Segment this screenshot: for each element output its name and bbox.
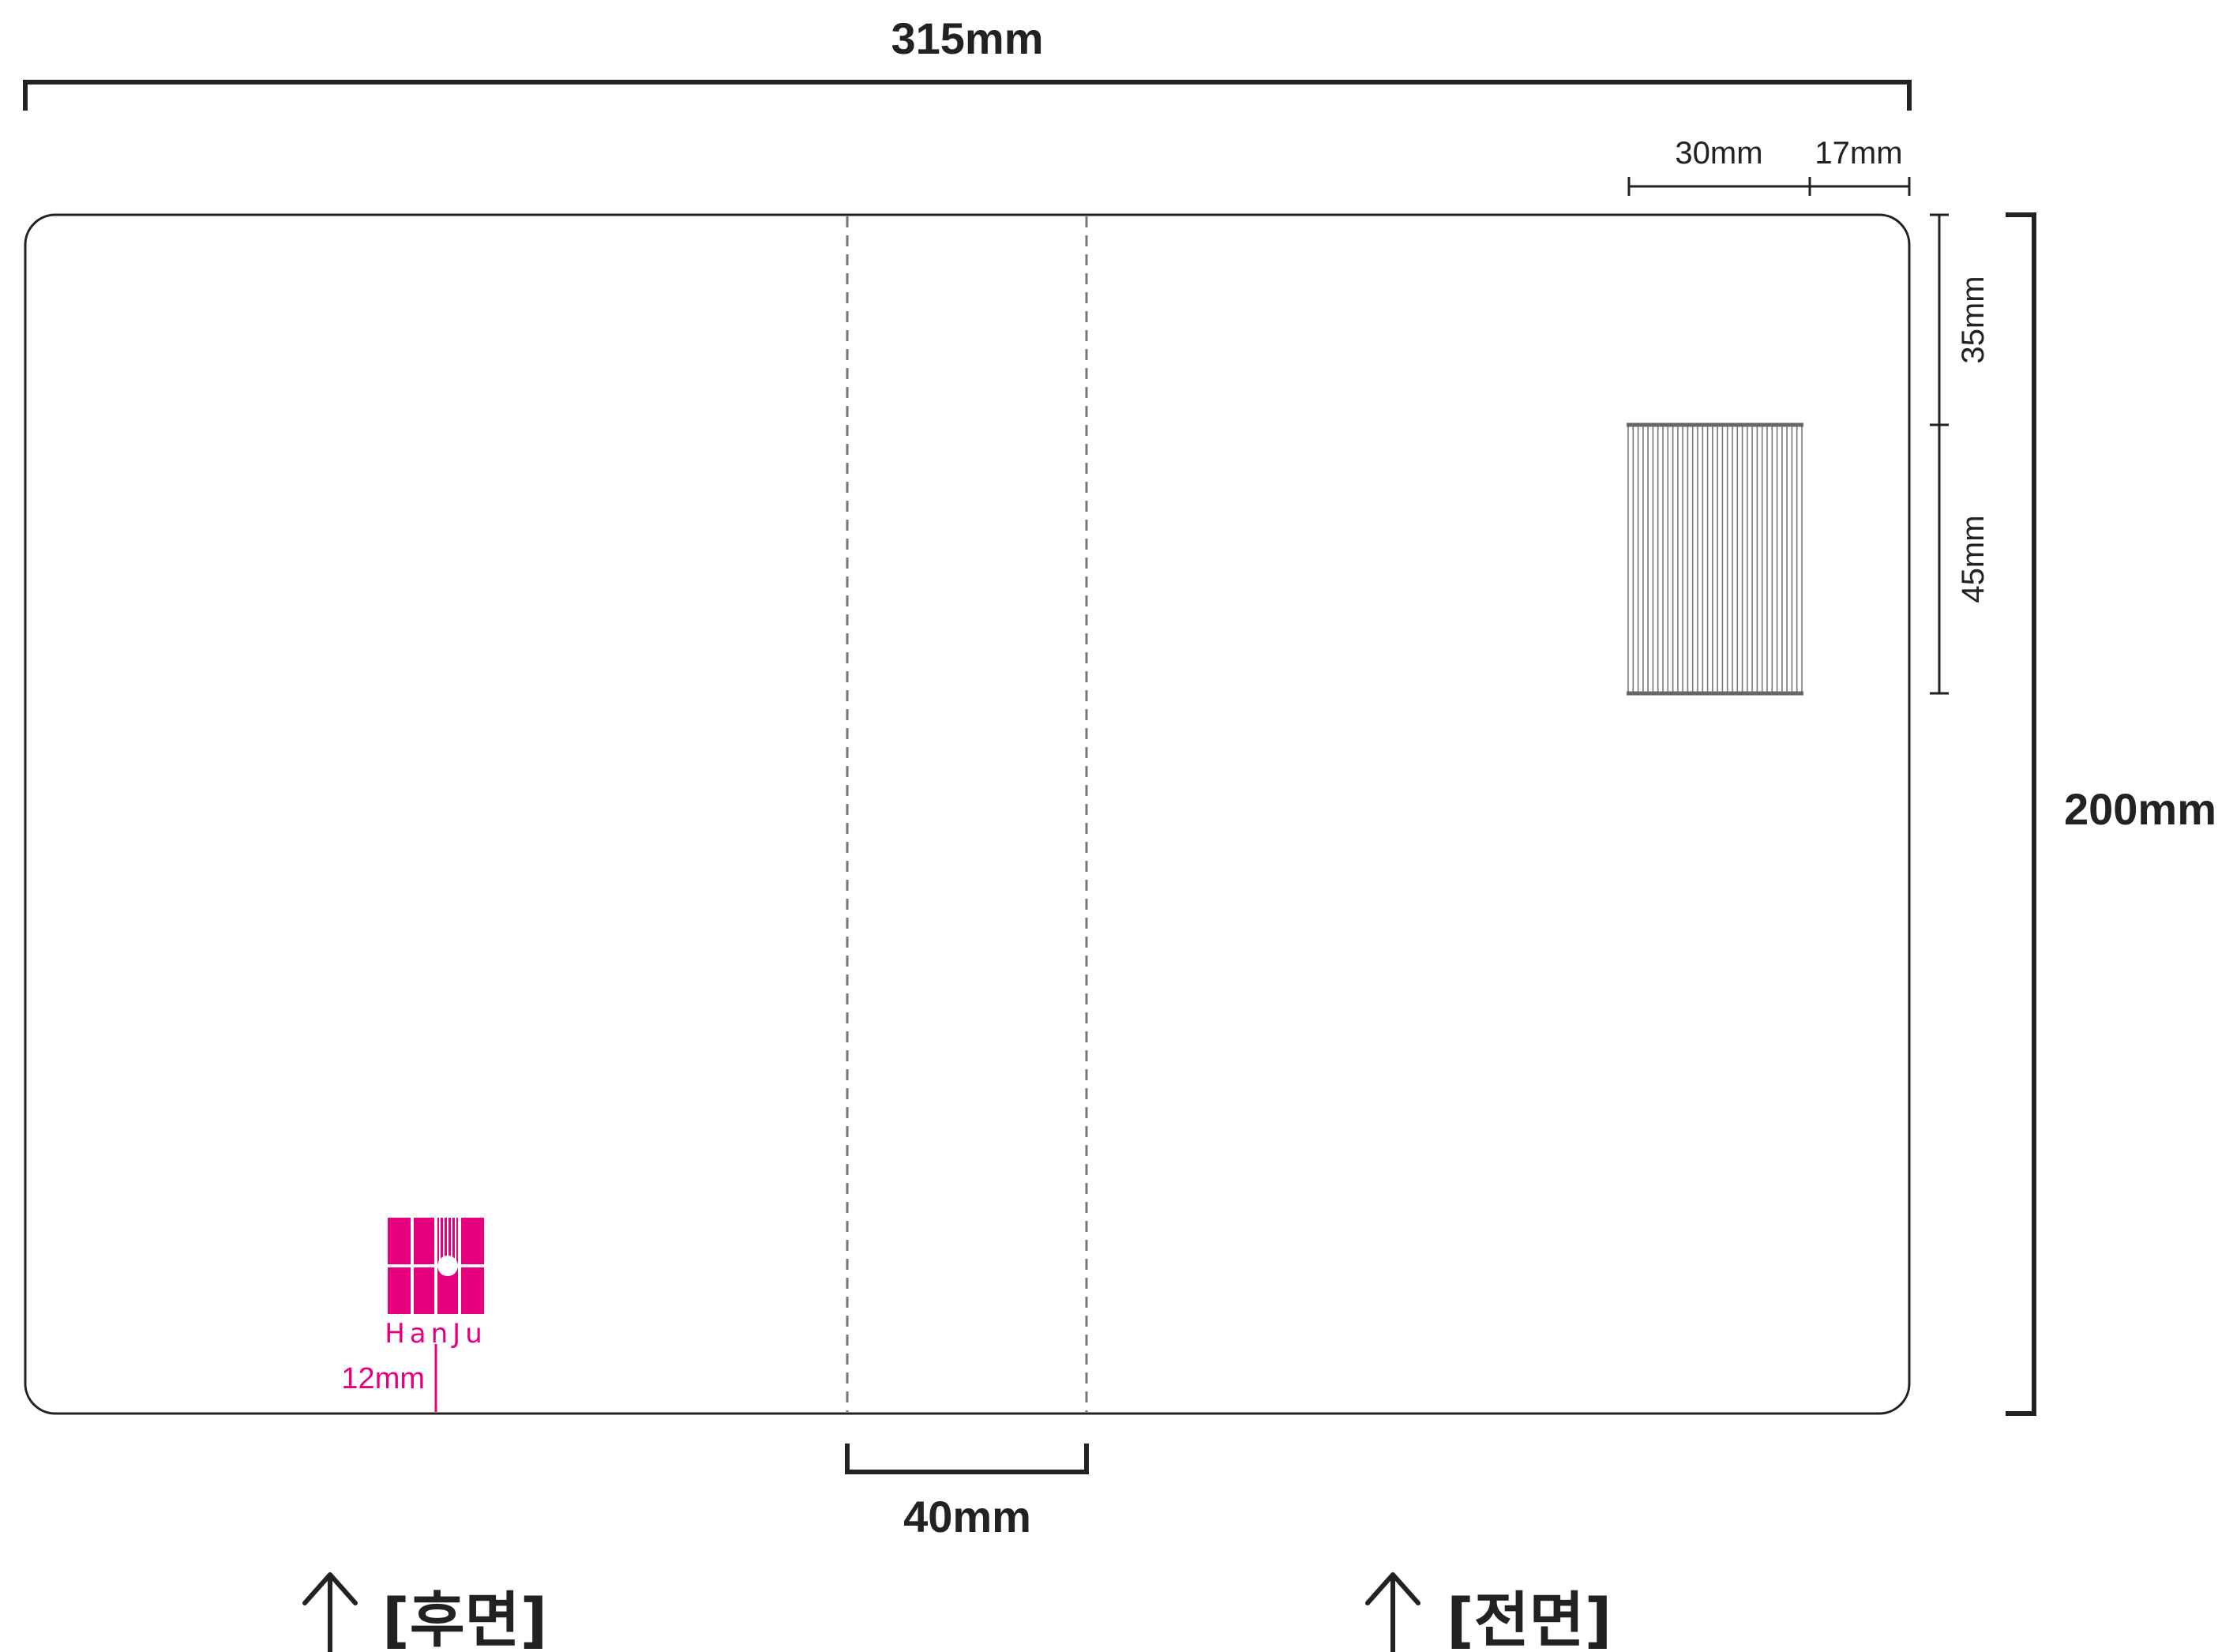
spine-width-bracket — [845, 1444, 1089, 1474]
arrow-up-icon — [302, 1572, 358, 1652]
arrow-up-icon — [1365, 1572, 1420, 1652]
label-width-label: 30mm — [1675, 136, 1762, 171]
front-side-marker: [전면] — [1365, 1572, 1612, 1652]
front-side-label: [전면] — [1447, 1585, 1612, 1652]
hanju-logo-icon: HanJu — [385, 1218, 487, 1350]
label-right-margin-label: 17mm — [1815, 136, 1902, 171]
total-width-bracket — [23, 80, 1912, 111]
back-side-marker: [후면] — [302, 1572, 547, 1652]
total-height-bracket — [2006, 212, 2036, 1416]
logo-margin-label: 12mm — [341, 1362, 425, 1395]
logo-margin-dimension: 12mm — [341, 1344, 437, 1412]
spine-width-dimension: 40mm — [845, 1444, 1089, 1541]
cover-outline — [24, 213, 1911, 1415]
label-vertical-dimensions: 35mm 45mm — [1930, 213, 1991, 695]
label-height-label: 45mm — [1956, 515, 1991, 603]
logo-wordmark: HanJu — [385, 1318, 487, 1350]
back-side-label: [후면] — [382, 1585, 547, 1652]
spine-width-label: 40mm — [903, 1492, 1031, 1541]
total-width-label: 315mm — [891, 13, 1043, 63]
barcode-label-icon — [1627, 422, 1803, 696]
label-horizontal-dimensions: 30mm 17mm — [1627, 136, 1911, 196]
total-width-dimension: 315mm — [23, 13, 1912, 111]
total-height-label: 200mm — [2064, 784, 2216, 834]
total-height-dimension: 200mm — [2006, 212, 2216, 1416]
label-top-margin-label: 35mm — [1956, 276, 1991, 363]
